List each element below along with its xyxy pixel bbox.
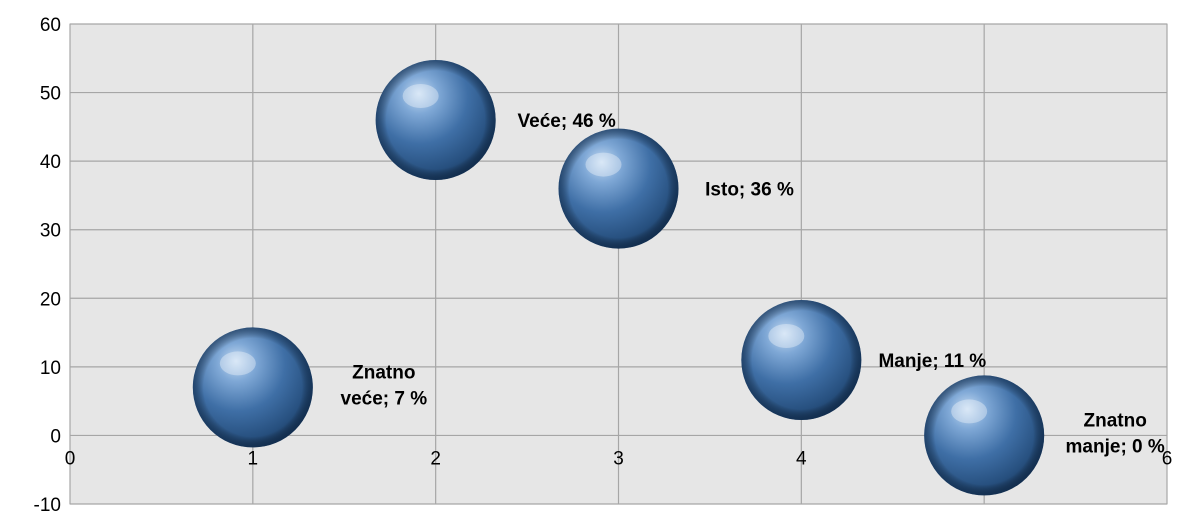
bubble-highlight <box>585 152 622 177</box>
bubble-rim-shade <box>192 327 313 448</box>
x-tick-label: 6 <box>1162 448 1173 469</box>
data-label-line: Isto; 36 % <box>705 180 794 201</box>
bubble-rim-shade <box>924 375 1045 496</box>
y-tick-label: 0 <box>50 426 61 447</box>
bubble-highlight <box>951 399 988 424</box>
data-label-line: Znatno <box>1084 410 1147 431</box>
y-tick-label: 10 <box>40 358 61 379</box>
data-label-line: Veće; 46 % <box>518 111 616 132</box>
x-tick-label: 2 <box>430 448 441 469</box>
data-label-line: manje; 0 % <box>1066 436 1165 457</box>
bubble-highlight <box>219 351 256 376</box>
x-tick-label: 1 <box>248 448 259 469</box>
data-label: Veće; 46 % <box>518 111 616 132</box>
bubble-highlight <box>768 324 805 348</box>
bubble-rim-shade <box>558 128 679 249</box>
data-label-line: Znatno <box>352 362 415 383</box>
data-label: Manje; 11 % <box>878 351 986 372</box>
y-tick-label: 20 <box>40 289 61 310</box>
data-label-line: Manje; 11 % <box>878 351 986 372</box>
data-label: Isto; 36 % <box>705 180 794 201</box>
y-tick-label: 60 <box>40 15 61 36</box>
bubble-rim-shade <box>375 60 496 180</box>
bubble <box>741 300 862 420</box>
x-tick-label: 4 <box>796 448 807 469</box>
y-tick-label: 30 <box>40 221 61 242</box>
y-tick-label: 50 <box>40 84 61 105</box>
data-label: Znatno veće; 7 % <box>341 362 428 409</box>
y-tick-label: 40 <box>40 152 61 173</box>
x-tick-label: 0 <box>65 448 76 469</box>
bubble <box>192 327 313 448</box>
bubble-highlight <box>402 84 439 108</box>
bubble <box>924 375 1045 496</box>
y-tick-label: -10 <box>34 495 61 515</box>
bubble-rim-shade <box>741 300 862 420</box>
x-tick-label: 3 <box>613 448 624 469</box>
bubble <box>375 60 496 180</box>
data-label-line: veće; 7 % <box>341 388 428 409</box>
bubble <box>558 128 679 249</box>
data-label: Znatno manje; 0 % <box>1066 410 1165 457</box>
